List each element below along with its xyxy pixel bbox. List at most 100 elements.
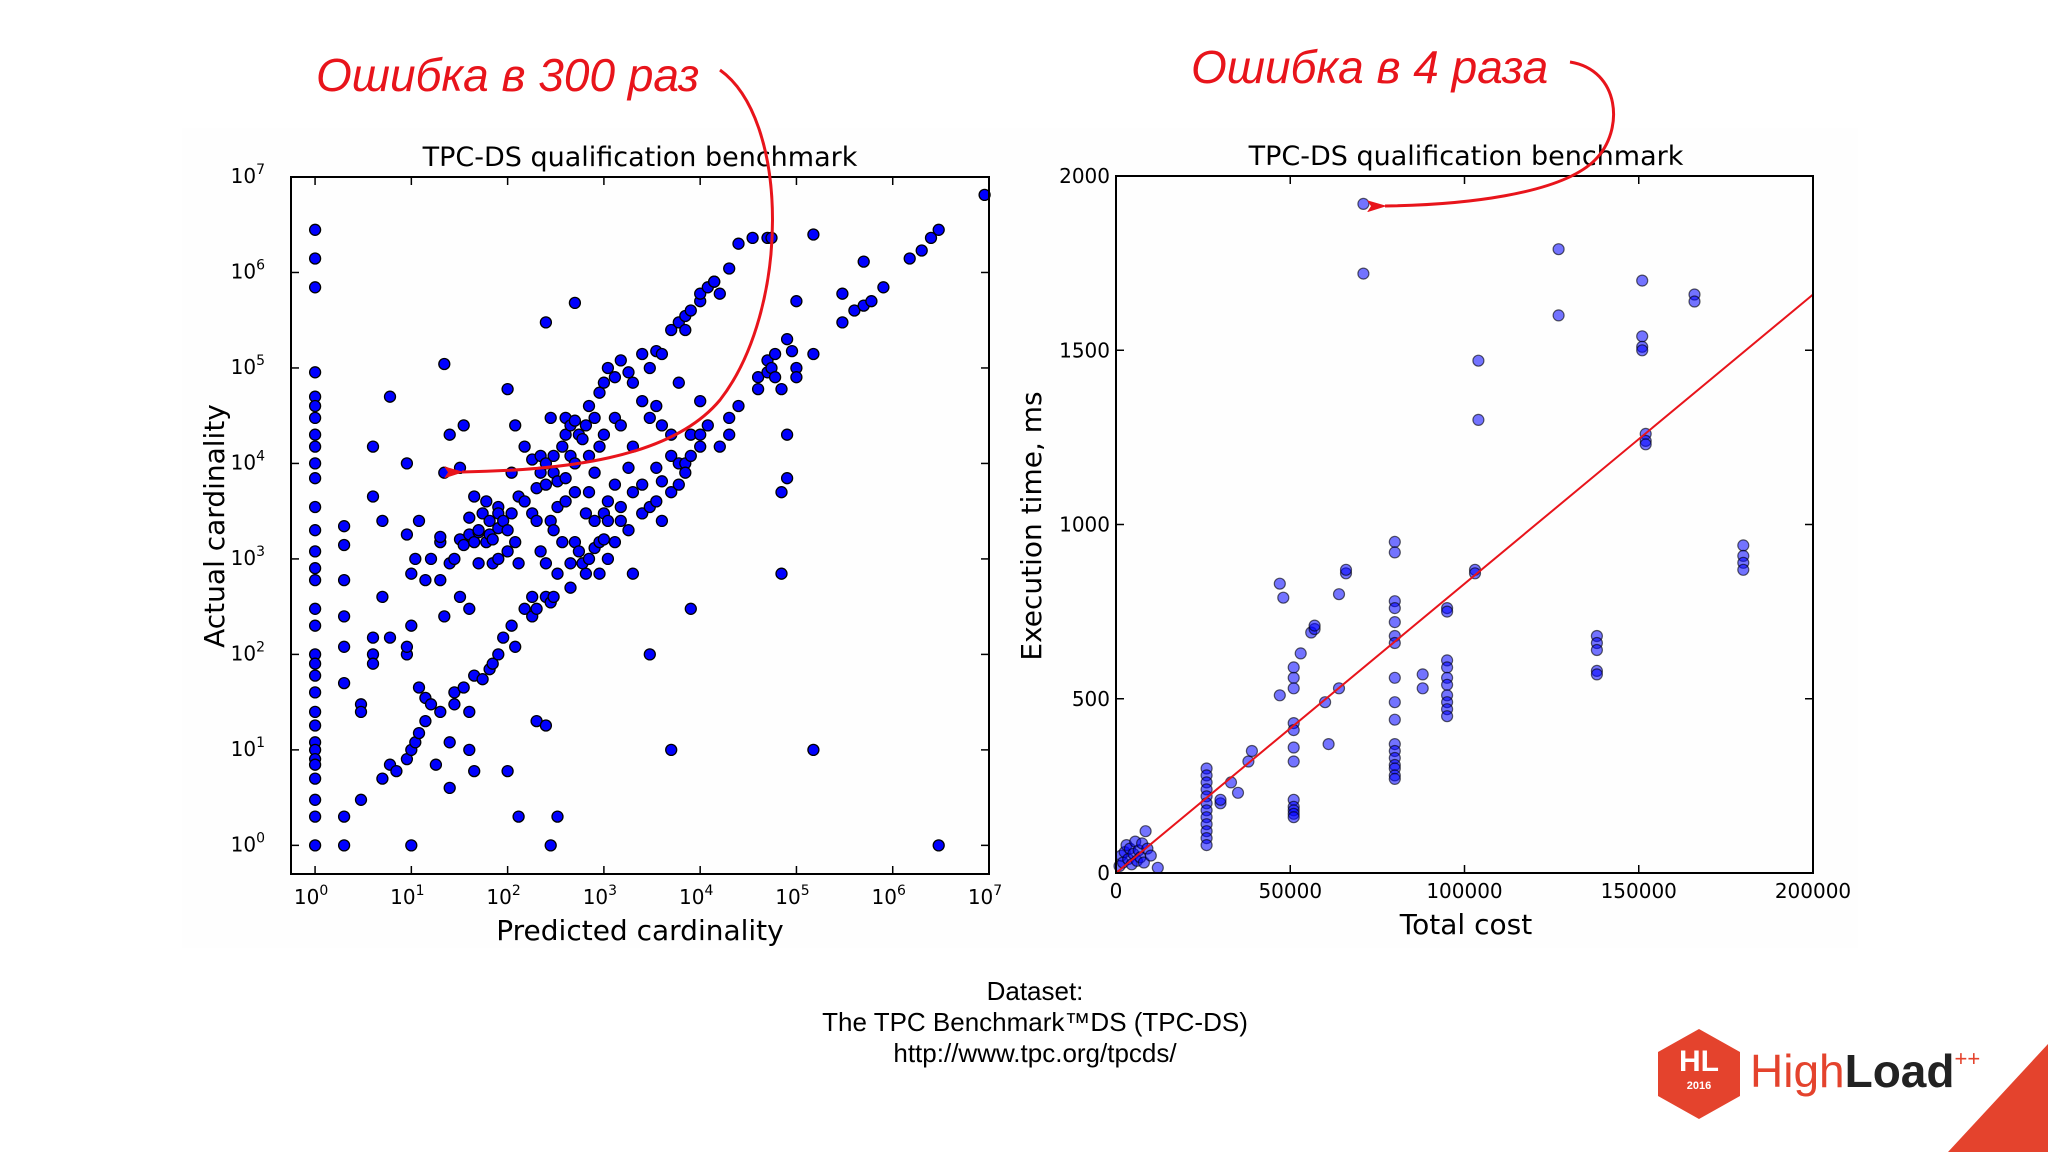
scatter-point [409, 552, 422, 566]
scatter-point [308, 223, 322, 236]
x-tick-label: 200000 [1775, 879, 1851, 903]
y-tick-label: 100 [231, 830, 265, 856]
scatter-point [655, 419, 669, 432]
scatter-point [1636, 344, 1649, 357]
scatter-point [308, 366, 322, 379]
scatter-point [429, 758, 443, 771]
scatter-point [564, 581, 577, 594]
scatter-point [1416, 668, 1429, 681]
scatter-point [434, 530, 447, 544]
scatter-point [768, 347, 782, 361]
scatter-point [308, 705, 322, 719]
scatter-point [501, 764, 514, 778]
scatter-point [643, 648, 656, 661]
scatter-point [400, 528, 414, 541]
scatter-point [723, 262, 736, 275]
cardinality-points [308, 188, 991, 852]
scatter-point [665, 743, 678, 757]
tick-exponent: 3 [608, 883, 617, 899]
scatter-point [622, 461, 635, 474]
scatter-point [915, 244, 928, 257]
scatter-point [383, 390, 397, 403]
scatter-point [1214, 793, 1227, 806]
scatter-point [483, 514, 496, 528]
scatter-point [1440, 661, 1454, 674]
scatter-point [601, 514, 615, 528]
scatter-point [337, 810, 351, 823]
y-tick-label: 1500 [1059, 338, 1110, 362]
tick-base: 10 [679, 885, 704, 909]
scatter-point [626, 486, 640, 499]
scatter-point [412, 726, 426, 740]
scatter-point [337, 538, 351, 552]
scatter-point [400, 640, 414, 653]
scatter-point [579, 567, 593, 580]
scatter-point [857, 255, 870, 268]
scatter-point [376, 590, 389, 604]
tick-exponent: 5 [256, 353, 265, 369]
tick-base: 10 [231, 737, 256, 761]
scatter-point [713, 440, 726, 453]
scatter-point [559, 428, 572, 441]
scatter-point [434, 705, 447, 719]
tick-exponent: 0 [256, 830, 265, 846]
scatter-point [424, 698, 438, 711]
scatter-point [534, 545, 547, 558]
scatter-point [1277, 591, 1290, 604]
scatter-point [457, 681, 470, 694]
x-tick-label: 150000 [1601, 879, 1677, 903]
scatter-point [1273, 689, 1286, 702]
scatter-point [308, 719, 322, 732]
scatter-point [448, 698, 461, 711]
scatter-point [1139, 825, 1152, 838]
scatter-point [1287, 755, 1300, 768]
dataset-source: Dataset: The TPC Benchmark™DS (TPC-DS) h… [760, 976, 1310, 1069]
scatter-point [468, 764, 481, 778]
logo-badge-text: HL [1679, 1045, 1719, 1078]
tick-exponent: 1 [256, 735, 265, 751]
scatter-point [1440, 605, 1454, 618]
scatter-point [608, 371, 622, 384]
scatter-point [337, 520, 351, 533]
scatter-point [1273, 577, 1286, 590]
scatter-point [438, 610, 451, 623]
scatter-point [636, 394, 649, 408]
tick-base: 10 [775, 885, 800, 909]
scatter-point [1287, 661, 1300, 674]
scatter-point [308, 810, 322, 823]
scatter-point [512, 557, 525, 570]
x-tick-label: 100 [294, 883, 328, 909]
source-name: The TPC Benchmark™DS (TPC-DS) [822, 1007, 1248, 1037]
x-tick-label: 107 [968, 883, 1002, 909]
tick-exponent: 6 [897, 883, 906, 899]
scatter-point [672, 376, 685, 389]
scatter-point [512, 810, 525, 823]
scatter-point [1737, 539, 1750, 552]
scatter-point [1245, 744, 1259, 758]
scatter-point [564, 557, 577, 570]
scatter-point [568, 414, 582, 427]
scatter-point [1287, 671, 1300, 684]
annotation-error-4x: Ошибка в 4 раза [1191, 41, 1549, 93]
scatter-point [468, 490, 481, 503]
scatter-point [308, 281, 322, 294]
scatter-point [836, 287, 849, 300]
scatter-point [308, 524, 322, 537]
scatter-point [308, 793, 322, 806]
x-tick-label: 100000 [1426, 879, 1502, 903]
scatter-point [308, 500, 322, 514]
scatter-point [308, 252, 322, 265]
scatter-point [655, 514, 669, 528]
scatter-point [614, 514, 627, 528]
scatter-point [924, 231, 938, 245]
scatter-point [1332, 588, 1346, 601]
scatter-point [424, 552, 438, 566]
scatter-point [366, 631, 380, 644]
scatter-point [472, 524, 485, 537]
scatter-point [588, 466, 601, 479]
scatter-point [1636, 330, 1649, 343]
scatter-point [579, 419, 593, 432]
tick-exponent: 2 [512, 883, 521, 899]
scatter-point [468, 535, 481, 549]
scatter-point [790, 295, 803, 308]
